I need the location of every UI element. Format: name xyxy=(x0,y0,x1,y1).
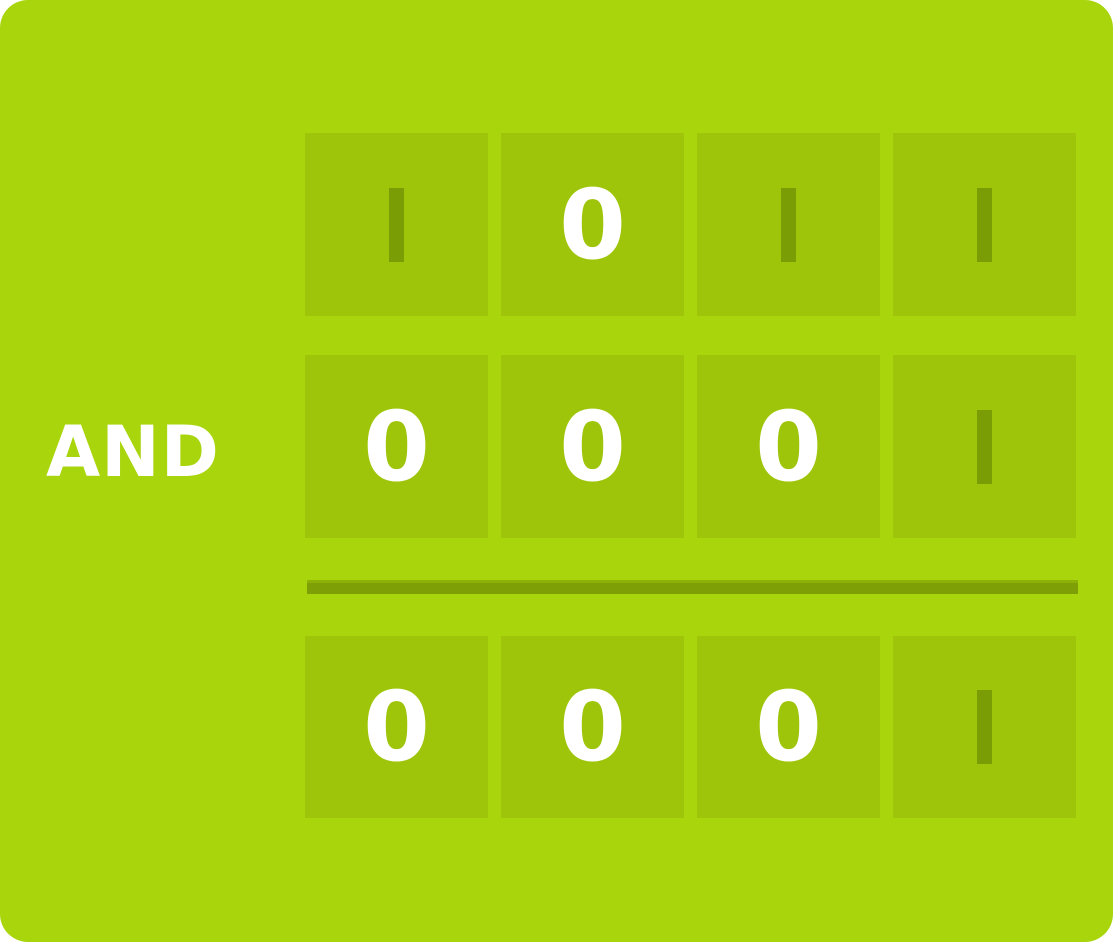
bit-digit: 1 xyxy=(977,187,992,262)
bit-digit: 1 xyxy=(977,409,992,484)
bit-digit: 0 xyxy=(559,168,626,281)
result-divider xyxy=(307,580,1078,594)
bit-cell: 1 xyxy=(893,355,1076,538)
bit-cell: 0 xyxy=(501,636,684,818)
operand-a-row: 1 0 1 1 xyxy=(305,133,1076,316)
bit-digit: 1 xyxy=(389,187,404,262)
bit-digit: 0 xyxy=(755,671,822,783)
operator-label: AND xyxy=(46,411,220,493)
bit-cell: 0 xyxy=(501,133,684,316)
bit-cell: 0 xyxy=(501,355,684,538)
bit-cell: 1 xyxy=(305,133,488,316)
bit-digit: 0 xyxy=(363,390,430,503)
bit-cell: 0 xyxy=(697,355,880,538)
bit-digit: 1 xyxy=(781,187,796,262)
bit-cell: 1 xyxy=(893,133,1076,316)
bit-cell: 1 xyxy=(893,636,1076,818)
operand-b-row: 0 0 0 1 xyxy=(305,355,1076,538)
bit-digit: 1 xyxy=(977,690,992,764)
bit-digit: 0 xyxy=(755,390,822,503)
bit-digit: 0 xyxy=(363,671,430,783)
bit-cell: 0 xyxy=(697,636,880,818)
bit-cell: 0 xyxy=(305,636,488,818)
bit-cell: 0 xyxy=(305,355,488,538)
bit-cell: 1 xyxy=(697,133,880,316)
result-row: 0 0 0 1 xyxy=(305,636,1076,818)
bit-digit: 0 xyxy=(559,390,626,503)
bit-digit: 0 xyxy=(559,671,626,783)
